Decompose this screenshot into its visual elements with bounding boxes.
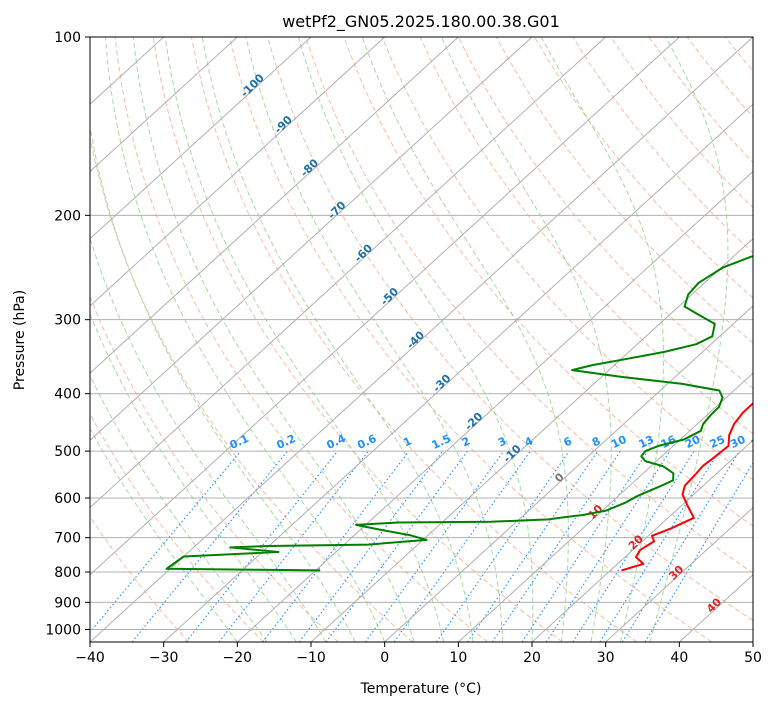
moist-adiabat bbox=[164, 37, 445, 642]
isotherm-line bbox=[90, 37, 753, 642]
x-tick-label: −40 bbox=[75, 650, 105, 666]
dry-adiabat bbox=[381, 37, 753, 481]
dry-adiabat bbox=[90, 412, 264, 642]
y-tick-label: 600 bbox=[54, 491, 81, 507]
dry-adiabat bbox=[305, 37, 753, 574]
x-tick-label: 40 bbox=[670, 650, 688, 666]
plot-area: -100-90-80-70-60-50-40-30-20-10010203040… bbox=[90, 37, 769, 642]
moist-adiabat bbox=[90, 374, 268, 642]
x-tick-label: 0 bbox=[380, 650, 389, 666]
dry-adiabat bbox=[495, 37, 753, 344]
mixing-ratio-label: 16 bbox=[659, 433, 679, 451]
y-tick-label: 1000 bbox=[45, 622, 81, 638]
x-tick-label: 50 bbox=[744, 650, 762, 666]
x-tick-label: 20 bbox=[523, 650, 541, 666]
grid-lines bbox=[90, 37, 753, 642]
moist-adiabats bbox=[90, 37, 729, 642]
mixing-ratio-line bbox=[644, 461, 753, 642]
mixing-ratio-line bbox=[185, 450, 339, 642]
mixing-ratio-label: 30 bbox=[728, 433, 748, 451]
isotherm-line bbox=[90, 37, 238, 173]
mixing-ratio-label: 13 bbox=[637, 433, 656, 451]
isotherm-line bbox=[236, 170, 753, 642]
x-tick-label: 10 bbox=[449, 650, 467, 666]
mixing-ratio-lines bbox=[90, 450, 753, 642]
mixing-ratio-line bbox=[621, 450, 740, 642]
moist-adiabat bbox=[201, 37, 474, 642]
y-tick-label: 400 bbox=[54, 387, 81, 403]
chart-title: wetPf2_GN05.2025.180.00.38.G01 bbox=[282, 12, 560, 32]
dewpoint-line bbox=[165, 255, 753, 572]
moist-adiabat bbox=[132, 37, 415, 642]
y-tick-label: 100 bbox=[54, 30, 81, 46]
isotherm-line bbox=[605, 506, 753, 642]
mixing-ratio-label: 36 bbox=[749, 433, 769, 451]
y-tick-label: 300 bbox=[54, 313, 81, 329]
mixing-ratio-line bbox=[435, 450, 570, 642]
dry-adiabat bbox=[229, 37, 712, 642]
y-axis-label: Pressure (hPa) bbox=[12, 290, 28, 390]
dry-adiabat bbox=[343, 37, 753, 527]
moist-adiabat bbox=[90, 312, 297, 642]
data-series bbox=[165, 255, 753, 572]
mixing-ratio-label: 10 bbox=[609, 433, 629, 451]
y-tick-label: 700 bbox=[54, 531, 81, 547]
dry-adiabat bbox=[190, 37, 638, 642]
moist-adiabat bbox=[649, 37, 729, 642]
isotherm-line bbox=[90, 37, 607, 509]
moist-adiabat bbox=[90, 427, 238, 642]
moist-adiabat bbox=[441, 37, 612, 642]
isotherm-line bbox=[457, 372, 753, 642]
isotherm-line bbox=[90, 37, 459, 374]
x-tick-label: −30 bbox=[149, 650, 179, 666]
mixing-ratio-line bbox=[364, 450, 505, 642]
dry-adiabat bbox=[114, 37, 488, 642]
moist-adiabat bbox=[297, 37, 534, 642]
y-axis-ticks: 100 200 300 400 500 600 700 800 900 1000 bbox=[45, 30, 90, 638]
dry-adiabat bbox=[534, 37, 753, 299]
isotherm-line bbox=[531, 439, 753, 642]
isotherm-line bbox=[90, 37, 312, 240]
dry-adiabat bbox=[152, 37, 563, 642]
y-tick-label: 500 bbox=[54, 444, 81, 460]
isotherm-line bbox=[90, 37, 680, 576]
isotherm-line bbox=[384, 305, 753, 642]
y-tick-label: 200 bbox=[54, 208, 81, 224]
dry-adiabats bbox=[90, 37, 753, 642]
plot-frame bbox=[89, 36, 754, 643]
x-tick-label: 30 bbox=[597, 650, 615, 666]
moist-adiabat bbox=[245, 37, 503, 642]
moist-adiabat bbox=[361, 37, 569, 642]
mixing-ratio-line bbox=[467, 450, 599, 642]
x-tick-label: −20 bbox=[223, 650, 253, 666]
y-tick-label: 900 bbox=[54, 595, 81, 611]
x-axis-label: Temperature (°C) bbox=[360, 681, 482, 697]
isotherm-line bbox=[90, 37, 386, 307]
mixing-ratio-line bbox=[393, 450, 531, 642]
isotherm-line bbox=[163, 103, 753, 642]
dry-adiabat bbox=[457, 37, 753, 389]
moist-adiabat bbox=[540, 37, 664, 642]
dry-adiabat bbox=[267, 37, 753, 622]
moist-adiabat bbox=[90, 123, 356, 642]
x-axis-ticks: −40 −30 −20 −10 0 10 20 30 40 50 bbox=[75, 642, 762, 666]
mixing-ratio-line bbox=[262, 450, 410, 642]
mixing-ratio-line bbox=[131, 450, 289, 642]
mixing-ratio-line bbox=[599, 450, 720, 642]
x-tick-label: −10 bbox=[296, 650, 326, 666]
mixing-ratio-line bbox=[90, 450, 242, 634]
isotherm-line bbox=[90, 37, 533, 442]
mixing-ratio-line bbox=[572, 450, 695, 642]
mixing-ratio-label: 25 bbox=[708, 433, 727, 451]
moist-adiabat bbox=[90, 236, 327, 642]
y-tick-label: 800 bbox=[54, 565, 81, 581]
temperature-line bbox=[621, 401, 753, 572]
dry-adiabat bbox=[419, 37, 753, 435]
